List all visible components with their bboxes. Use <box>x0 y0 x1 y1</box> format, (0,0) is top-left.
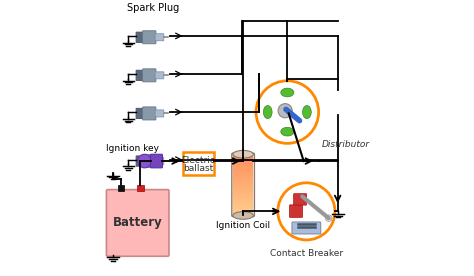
Bar <box>233 171 253 172</box>
FancyBboxPatch shape <box>136 156 144 166</box>
FancyBboxPatch shape <box>293 194 307 205</box>
Bar <box>233 193 253 195</box>
Ellipse shape <box>281 88 294 97</box>
FancyBboxPatch shape <box>107 190 169 256</box>
FancyBboxPatch shape <box>136 108 144 119</box>
Bar <box>233 195 253 197</box>
Bar <box>233 203 253 205</box>
Text: Ignition key: Ignition key <box>107 144 159 153</box>
FancyBboxPatch shape <box>155 34 164 41</box>
FancyBboxPatch shape <box>290 205 302 217</box>
Ellipse shape <box>233 212 253 219</box>
Text: Contact Breaker: Contact Breaker <box>270 250 343 258</box>
Bar <box>233 213 253 216</box>
Bar <box>233 207 253 209</box>
Bar <box>233 169 253 171</box>
FancyBboxPatch shape <box>155 72 164 79</box>
Ellipse shape <box>264 105 272 119</box>
Ellipse shape <box>302 105 311 119</box>
FancyBboxPatch shape <box>150 154 163 168</box>
Text: Spark Plug: Spark Plug <box>127 3 179 13</box>
Bar <box>233 209 253 211</box>
Bar <box>233 175 253 177</box>
Circle shape <box>326 215 332 221</box>
Text: Ignition Coil: Ignition Coil <box>216 221 270 230</box>
Bar <box>233 179 253 181</box>
FancyBboxPatch shape <box>136 70 144 81</box>
FancyBboxPatch shape <box>143 69 156 82</box>
Bar <box>233 172 253 175</box>
Bar <box>233 156 253 158</box>
Bar <box>233 183 253 185</box>
Text: Battery: Battery <box>113 216 163 229</box>
Bar <box>233 160 253 162</box>
Text: ballast: ballast <box>183 164 213 173</box>
Bar <box>233 187 253 189</box>
Bar <box>233 197 253 199</box>
Bar <box>233 199 253 201</box>
FancyBboxPatch shape <box>143 107 156 120</box>
FancyBboxPatch shape <box>143 155 156 168</box>
Circle shape <box>138 154 151 168</box>
Bar <box>233 211 253 213</box>
Bar <box>137 185 144 191</box>
Text: Electric: Electric <box>181 156 215 165</box>
FancyBboxPatch shape <box>143 31 156 44</box>
Bar <box>233 154 253 156</box>
Bar <box>233 164 253 166</box>
FancyBboxPatch shape <box>155 110 164 117</box>
Circle shape <box>278 104 292 118</box>
Ellipse shape <box>233 150 253 158</box>
Bar <box>233 205 253 207</box>
Ellipse shape <box>281 127 294 136</box>
Bar <box>233 162 253 164</box>
Bar <box>233 166 253 169</box>
Bar <box>233 181 253 183</box>
Bar <box>118 185 124 191</box>
Bar <box>233 185 253 187</box>
FancyBboxPatch shape <box>136 32 144 43</box>
Bar <box>233 158 253 160</box>
FancyBboxPatch shape <box>155 158 164 164</box>
Bar <box>233 201 253 203</box>
Bar <box>233 177 253 179</box>
Bar <box>233 189 253 191</box>
Bar <box>233 191 253 193</box>
Text: Distributor: Distributor <box>321 140 369 149</box>
FancyBboxPatch shape <box>292 222 321 234</box>
FancyBboxPatch shape <box>182 152 214 175</box>
